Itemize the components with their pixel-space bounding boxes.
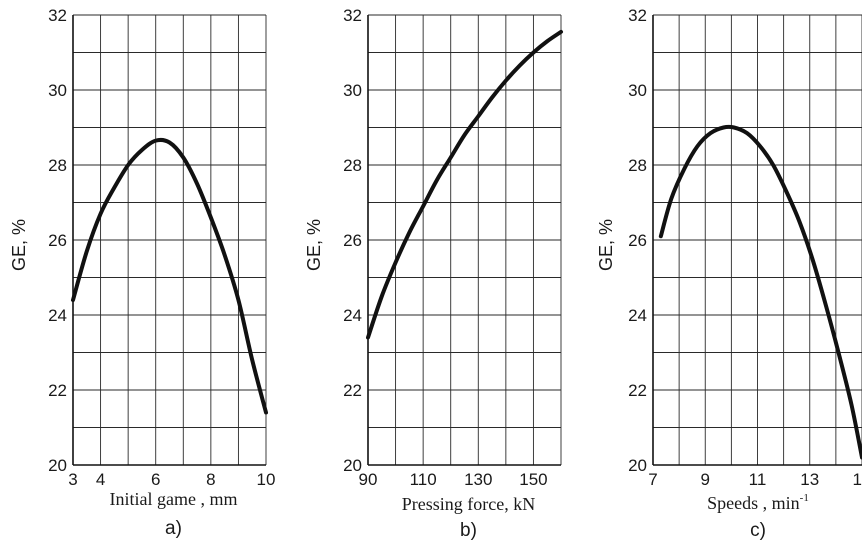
y-tick-label: 28 [628, 156, 647, 175]
x-tick-label: 130 [464, 470, 492, 489]
panel-label: a) [165, 518, 182, 539]
ge-curve [366, 29, 563, 340]
x-tick-label: 4 [96, 470, 105, 489]
y-tick-label: 28 [48, 156, 67, 175]
y-tick-label: 26 [48, 231, 67, 250]
panel-a-initial-game: 20 22 24 26 28 30 32 3 4 6 8 10 GE, % Initial game , … [9, 6, 275, 539]
x-tick-label: 9 [701, 470, 710, 489]
x-tick-label: 7 [648, 470, 657, 489]
x-tick-label: 90 [359, 470, 378, 489]
y-tick-label: 32 [628, 6, 647, 25]
y-tick-label: 20 [48, 456, 67, 475]
ge-curve [71, 137, 268, 415]
x-tick-label: 15 [853, 470, 862, 489]
x-tick-label: 13 [800, 470, 819, 489]
x-tick-label: 10 [257, 470, 276, 489]
y-tick-label: 20 [343, 456, 362, 475]
panel-label: b) [460, 520, 477, 541]
y-tick-label: 24 [343, 306, 362, 325]
y-tick-label: 32 [48, 6, 67, 25]
x-tick-label: 150 [519, 470, 547, 489]
y-axis-label: GE, % [9, 219, 29, 271]
y-tick-label: 22 [343, 381, 362, 400]
panel-label: c) [750, 520, 766, 541]
y-tick-label: 22 [48, 381, 67, 400]
y-tick-label: 22 [628, 381, 647, 400]
x-tick-label: 3 [68, 470, 77, 489]
x-tick-label: 110 [410, 470, 437, 489]
y-axis-label: GE, % [596, 219, 616, 271]
y-tick-label: 26 [343, 231, 362, 250]
y-tick-label: 24 [48, 306, 67, 325]
y-axis-label: GE, % [304, 219, 324, 271]
y-tick-label: 24 [628, 306, 647, 325]
x-tick-label: 6 [151, 470, 160, 489]
y-tick-label: 28 [343, 156, 362, 175]
y-tick-label: 26 [628, 231, 647, 250]
y-tick-label: 20 [628, 456, 647, 475]
y-tick-label: 30 [628, 81, 647, 100]
x-axis-label: Speeds , min-1 [707, 492, 809, 513]
panel-c-speeds: 20 22 24 26 28 30 32 7 9 11 13 15 GE, % Speeds , min-… [596, 6, 862, 541]
x-tick-label: 11 [749, 470, 767, 489]
panel-b-pressing-force: 20 22 24 26 28 30 32 90 110 130 150 GE, % Pressing f… [304, 6, 563, 541]
y-tick-label: 30 [48, 81, 67, 100]
ge-curve [658, 124, 862, 460]
x-tick-label: 8 [206, 470, 215, 489]
y-tick-label: 30 [343, 81, 362, 100]
x-axis-label: Pressing force, kN [402, 494, 535, 514]
x-axis-label: Initial game , mm [110, 489, 238, 509]
y-tick-label: 32 [343, 6, 362, 25]
